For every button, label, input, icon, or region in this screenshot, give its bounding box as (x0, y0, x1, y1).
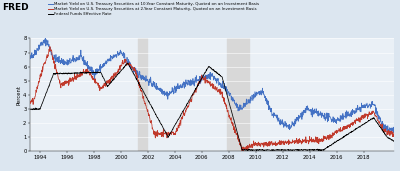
Bar (138, 38, 147, 151)
Legend: Market Yield on U.S. Treasury Securities at 10-Year Constant Maturity, Quoted on: Market Yield on U.S. Treasury Securities… (48, 2, 259, 16)
Bar (226, 38, 249, 151)
Y-axis label: Percent: Percent (17, 85, 22, 105)
Text: FRED: FRED (2, 3, 29, 12)
